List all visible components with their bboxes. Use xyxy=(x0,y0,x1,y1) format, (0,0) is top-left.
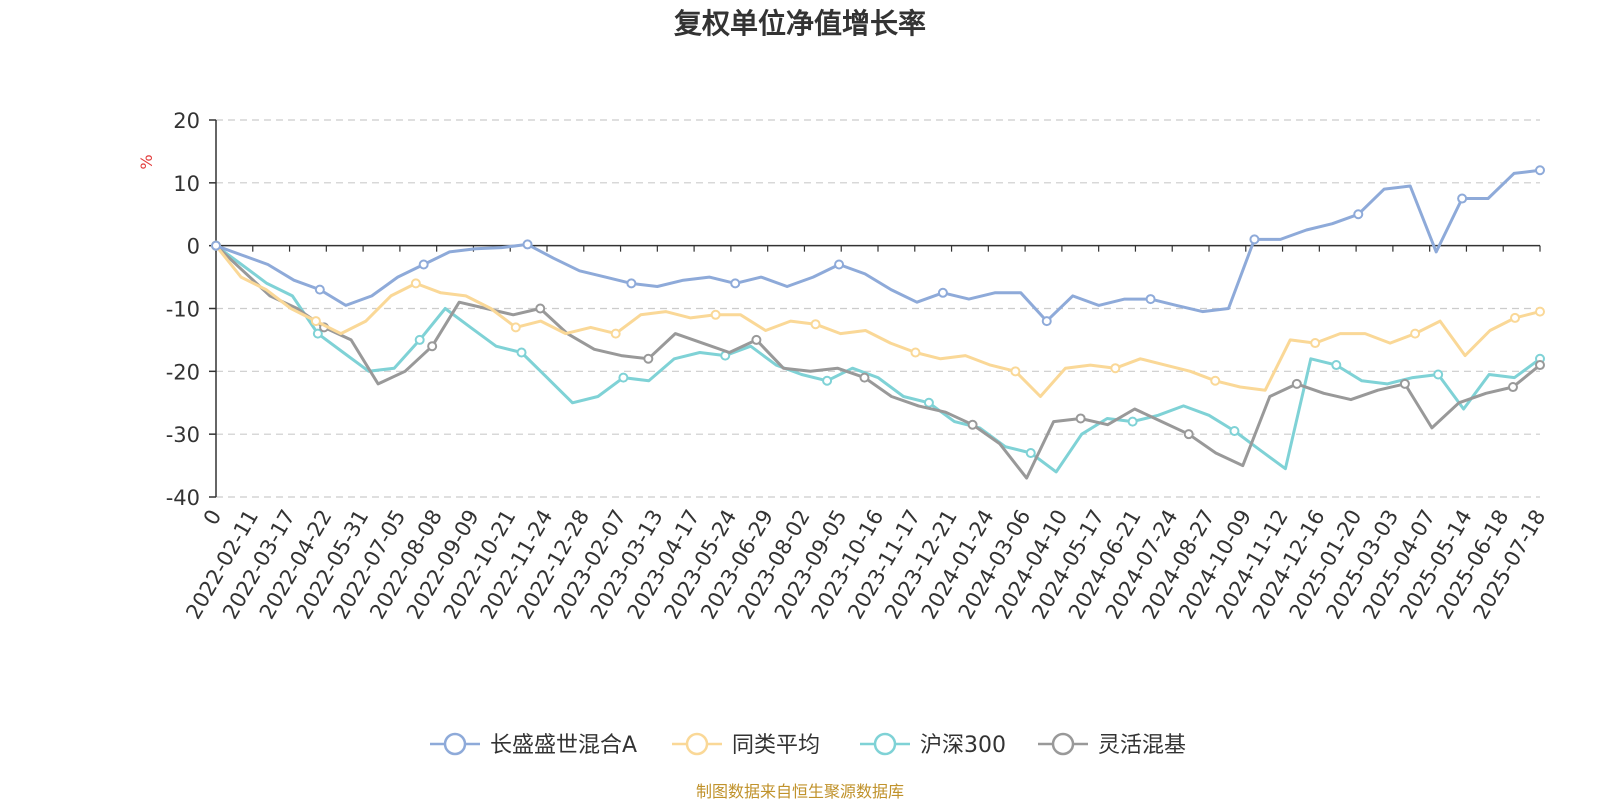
data-point xyxy=(730,278,741,289)
data-point xyxy=(1041,316,1052,327)
y-tick-label: 10 xyxy=(173,172,200,196)
data-point xyxy=(834,259,845,270)
data-point xyxy=(1075,413,1086,424)
data-point xyxy=(410,278,421,289)
data-point xyxy=(418,259,429,270)
data-point xyxy=(1410,328,1421,339)
data-point xyxy=(810,319,821,330)
data-source-note: 制图数据来自恒生聚源数据库 xyxy=(696,782,904,800)
y-axis: 20 10 0 -10 -20 -30 -40 xyxy=(166,109,217,510)
data-point xyxy=(643,353,654,364)
y-tick-label: -10 xyxy=(166,298,200,322)
data-point xyxy=(1127,416,1138,427)
data-point xyxy=(710,309,721,320)
legend-swatch-circle xyxy=(443,732,467,756)
data-point xyxy=(751,334,762,345)
data-point xyxy=(967,419,978,430)
data-point xyxy=(1025,448,1036,459)
y-axis-unit-label: % xyxy=(137,154,156,169)
data-point xyxy=(923,397,934,408)
y-tick-label: 20 xyxy=(173,109,200,133)
data-point xyxy=(427,341,438,352)
data-point xyxy=(1457,193,1468,204)
data-point xyxy=(1331,360,1342,371)
chart-title: 复权单位净值增长率 xyxy=(674,7,926,40)
legend-swatch-circle xyxy=(873,732,897,756)
data-point xyxy=(618,372,629,383)
data-point xyxy=(1535,306,1545,317)
data-point xyxy=(314,284,325,295)
data-point xyxy=(414,334,425,345)
legend: 长盛盛世混合A 同类平均 沪深300 灵活混基 xyxy=(430,732,1186,758)
data-point xyxy=(1535,165,1545,176)
series-line xyxy=(215,244,1541,474)
data-point xyxy=(1399,378,1410,389)
y-tick-label: 0 xyxy=(187,235,200,259)
data-point xyxy=(1291,378,1302,389)
series-lines xyxy=(211,165,1545,480)
data-point xyxy=(1183,429,1194,440)
series-line xyxy=(214,244,1541,480)
legend-item-0[interactable]: 长盛盛世混合A xyxy=(430,732,637,758)
data-point xyxy=(1510,312,1521,323)
data-point xyxy=(312,328,323,339)
data-point xyxy=(1535,360,1545,371)
legend-item-2[interactable]: 沪深300 xyxy=(860,732,1006,758)
data-point xyxy=(1249,234,1260,245)
data-point xyxy=(610,328,621,339)
data-point xyxy=(310,316,321,327)
data-point xyxy=(1229,426,1240,437)
series-3 xyxy=(211,240,1545,480)
data-point xyxy=(1145,294,1156,305)
data-point xyxy=(626,278,637,289)
legend-label: 同类平均 xyxy=(732,733,820,758)
data-point xyxy=(522,239,533,250)
data-point xyxy=(937,287,948,298)
data-point xyxy=(822,375,833,386)
series-2 xyxy=(211,240,1545,474)
legend-item-1[interactable]: 同类平均 xyxy=(672,732,820,758)
y-tick-label: -30 xyxy=(166,423,200,447)
legend-item-3[interactable]: 灵活混基 xyxy=(1038,732,1186,758)
legend-label: 长盛盛世混合A xyxy=(490,733,637,758)
data-point xyxy=(910,347,921,358)
data-point xyxy=(535,303,546,314)
legend-swatch-circle xyxy=(1051,732,1075,756)
data-point xyxy=(1433,369,1444,380)
data-point xyxy=(1507,382,1518,393)
data-point xyxy=(859,372,870,383)
data-point xyxy=(516,347,527,358)
grid-lines xyxy=(216,119,1540,498)
data-point xyxy=(1110,363,1121,374)
series-line xyxy=(215,168,1541,323)
legend-swatch-circle xyxy=(685,732,709,756)
data-point xyxy=(1353,209,1364,220)
data-point xyxy=(211,240,221,251)
y-tick-label: -20 xyxy=(166,360,200,384)
y-tick-label: -40 xyxy=(166,486,200,510)
series-0 xyxy=(211,165,1545,327)
x-tick-label: 0 xyxy=(199,506,226,530)
data-point xyxy=(510,322,521,333)
legend-label: 灵活混基 xyxy=(1098,733,1186,758)
data-point xyxy=(1010,366,1021,377)
legend-label: 沪深300 xyxy=(920,733,1006,758)
data-point xyxy=(1210,375,1221,386)
series-1 xyxy=(211,240,1545,398)
data-point xyxy=(1310,338,1321,349)
